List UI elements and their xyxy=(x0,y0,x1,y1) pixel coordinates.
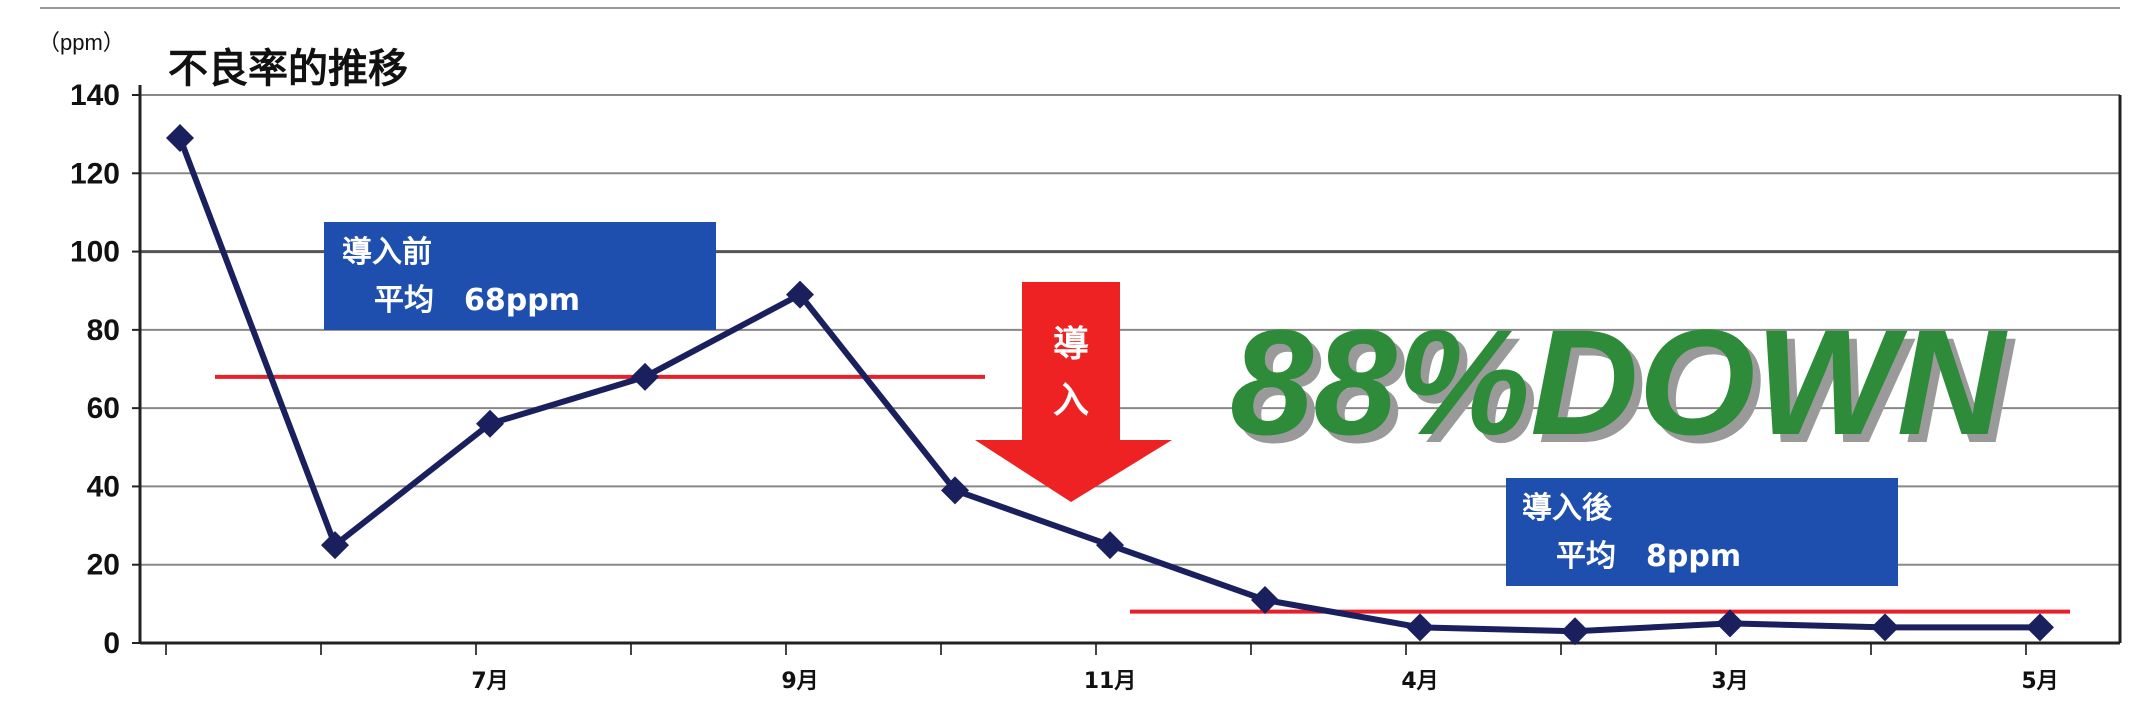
data-point-0 xyxy=(166,124,194,153)
x-tick-label-3月: 3月 xyxy=(1711,669,1748,694)
series-layer xyxy=(166,124,2054,646)
y-tick-label-20: 20 xyxy=(87,549,120,582)
data-point-4 xyxy=(786,280,814,309)
after-label-line1: 導入後 xyxy=(1522,491,1613,526)
headline-88-down: 88%DOWN xyxy=(1230,298,2008,466)
x-tick-label-11月: 11月 xyxy=(1084,669,1137,694)
before-label-line1: 導入前 xyxy=(342,235,432,270)
chart-title: 不良率的推移 xyxy=(168,46,408,92)
data-point-5 xyxy=(941,476,969,505)
introduction-arrow xyxy=(975,282,1172,502)
data-point-6 xyxy=(1096,531,1124,560)
y-tick-label-140: 140 xyxy=(70,79,120,112)
headline-shadow: 88%DOWN xyxy=(1238,306,2016,474)
data-point-10 xyxy=(1716,609,1744,638)
data-point-1 xyxy=(321,531,349,560)
data-point-2 xyxy=(476,409,504,438)
axis-layer: 0 20 40 60 80 100 120 140 7月 9月 11月 4月 3月 5月 xyxy=(40,7,2122,694)
x-tick-label-7月: 7月 xyxy=(471,669,508,694)
arrow-label-line2: 入 xyxy=(1053,380,1089,421)
after-average-box xyxy=(1506,478,1898,586)
x-tick-label-5月: 5月 xyxy=(2021,669,2058,694)
before-average-box xyxy=(324,222,716,330)
data-point-9 xyxy=(1561,617,1589,646)
data-point-3 xyxy=(631,362,659,391)
x-tick-label-4月: 4月 xyxy=(1401,669,1438,694)
y-tick-label-100: 100 xyxy=(70,236,120,269)
data-point-12 xyxy=(2026,613,2054,642)
average-lines xyxy=(215,374,2070,614)
y-tick-label-80: 80 xyxy=(87,314,120,347)
unit-label: （ppm） xyxy=(38,30,125,55)
annotation-layer: （ppm） 不良率的推移 導入前 平均 68ppm 導入後 平均 8ppm 導 … xyxy=(38,30,2016,586)
after-label-line2: 平均 8ppm xyxy=(1556,539,1741,574)
y-tick-label-0: 0 xyxy=(103,627,120,660)
data-point-8 xyxy=(1406,613,1434,642)
data-point-11 xyxy=(1871,613,1899,642)
arrow-label-line1: 導 xyxy=(1053,324,1089,365)
x-tick-label-9月: 9月 xyxy=(781,669,818,694)
data-point-7 xyxy=(1251,585,1279,614)
y-tick-label-60: 60 xyxy=(87,392,120,425)
y-tick-label-120: 120 xyxy=(70,157,120,190)
before-label-line2: 平均 68ppm xyxy=(374,283,580,318)
y-tick-label-40: 40 xyxy=(87,470,120,503)
